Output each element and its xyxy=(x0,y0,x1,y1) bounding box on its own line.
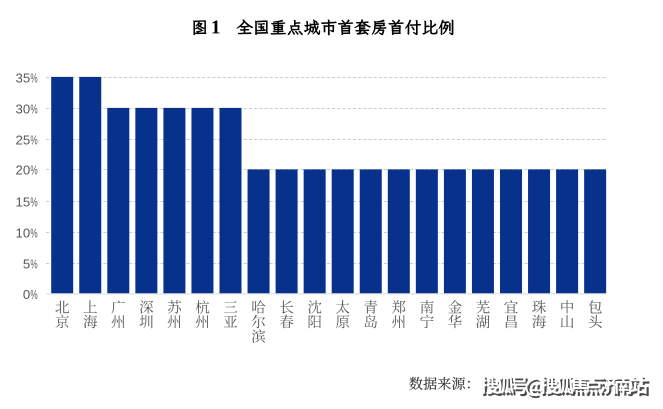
svg-text:5: 5 xyxy=(23,257,30,272)
svg-text:%: % xyxy=(30,164,37,178)
svg-text:%: % xyxy=(30,103,37,117)
svg-text:%: % xyxy=(30,258,37,272)
svg-text:25: 25 xyxy=(16,133,31,148)
svg-text:%: % xyxy=(30,196,37,210)
svg-text:10: 10 xyxy=(16,226,31,241)
svg-text:15: 15 xyxy=(16,195,31,210)
svg-text:0: 0 xyxy=(23,287,30,302)
svg-text:%: % xyxy=(30,288,37,302)
svg-text:%: % xyxy=(30,227,37,241)
svg-text:30: 30 xyxy=(16,102,31,117)
svg-text:35: 35 xyxy=(16,71,31,86)
svg-text:%: % xyxy=(30,134,37,148)
svg-text:20: 20 xyxy=(16,163,31,178)
svg-text:%: % xyxy=(30,72,37,86)
